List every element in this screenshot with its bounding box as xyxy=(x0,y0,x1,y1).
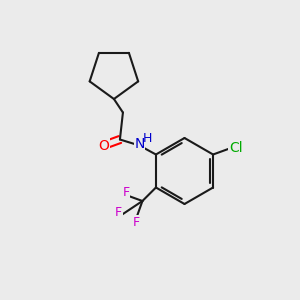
Text: F: F xyxy=(115,206,122,220)
Text: F: F xyxy=(133,215,140,229)
Text: F: F xyxy=(122,185,130,199)
Text: Cl: Cl xyxy=(229,142,242,155)
Text: N: N xyxy=(134,137,145,151)
Text: H: H xyxy=(143,132,152,146)
Text: O: O xyxy=(98,139,109,152)
